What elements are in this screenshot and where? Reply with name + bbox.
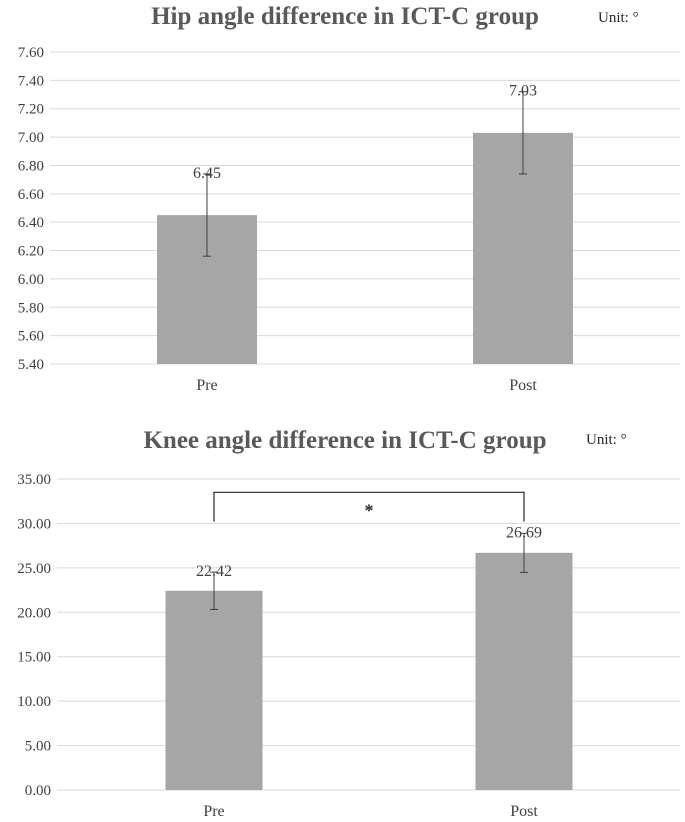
knee-bar-post [475,552,573,790]
hip-y-tick-label: 5.40 [18,357,44,373]
hip-category-label: Post [509,377,537,394]
knee-chart: Knee angle difference in ICT-C group Uni… [17,427,680,820]
hip-data-label: 6.45 [193,165,221,182]
hip-y-tick-label: 6.40 [18,215,44,231]
hip-category-label: Pre [196,377,217,394]
knee-y-tick-label: 30.00 [17,516,51,532]
knee-y-tick-label: 35.00 [17,472,51,488]
hip-chart: Hip angle difference in ICT-C group Unit… [18,3,680,394]
hip-y-tick-label: 5.60 [18,329,44,345]
hip-y-tick-label: 7.00 [18,130,44,146]
knee-y-tick-label: 0.00 [25,783,51,799]
hip-y-tick-label: 6.80 [18,158,44,174]
knee-y-tick-label: 15.00 [17,650,51,666]
hip-y-tick-label: 7.40 [18,73,44,89]
hip-y-tick-label: 7.60 [18,45,44,61]
hip-plot-area: 5.40 5.60 5.80 6.00 6.20 6.40 6.60 6.80 7.00 7.20… [18,45,680,394]
hip-data-label: 7.03 [509,83,537,100]
knee-chart-unit: Unit: ° [586,432,627,448]
hip-y-tick-label: 7.20 [18,102,44,118]
knee-y-tick-label: 5.00 [25,739,51,755]
knee-category-label: Pre [203,803,224,820]
hip-y-tick-label: 6.60 [18,187,44,203]
knee-significance-label: * [365,500,374,520]
knee-y-tick-label: 25.00 [17,561,51,577]
knee-category-label: Post [510,803,538,820]
hip-y-tick-label: 5.80 [18,300,44,316]
knee-data-label: 22.42 [196,563,232,580]
knee-significance-bracket [213,491,525,522]
hip-chart-unit: Unit: ° [598,10,639,26]
knee-data-label: 26.69 [506,524,542,541]
knee-y-tick-label: 20.00 [17,605,51,621]
knee-y-tick-label: 10.00 [17,694,51,710]
knee-chart-title: Knee angle difference in ICT-C group [143,427,546,454]
knee-bar-pre [165,590,263,790]
hip-chart-title: Hip angle difference in ICT-C group [151,3,539,30]
hip-y-tick-label: 6.00 [18,272,44,288]
knee-plot-area: 0.00 5.00 10.00 15.00 20.00 25.00 30.00 35.00 22… [17,472,680,820]
hip-y-tick-label: 6.20 [18,244,44,260]
